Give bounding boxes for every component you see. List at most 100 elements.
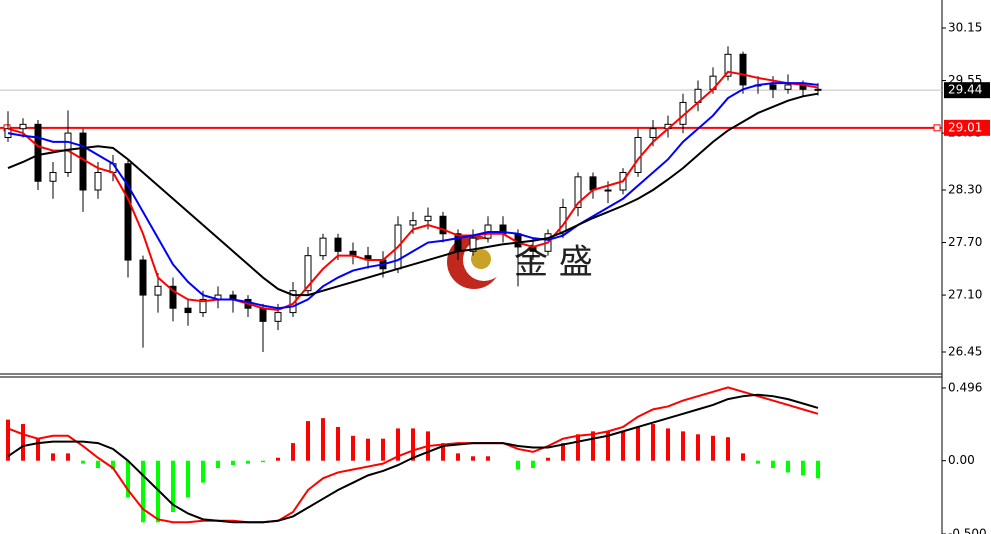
candle-body [259,307,267,322]
candle [319,233,327,261]
histogram-bar [576,434,580,461]
candle-body [784,84,792,90]
histogram-bar [546,457,550,461]
histogram-bar [21,424,25,461]
y-tick-label: 27.10 [948,288,982,302]
candle-body [304,255,312,292]
candle-body [334,237,342,252]
histogram-bar [741,453,745,461]
histogram-bar [681,431,685,461]
candle-body [94,171,102,191]
histogram-bar [351,435,355,461]
histogram-bar [786,460,790,473]
histogram-bar [756,460,760,464]
y-tick-label: -0.500 [948,527,987,534]
histogram-bar [126,460,130,498]
candle-body [319,237,327,257]
histogram-bar [111,460,115,470]
candle [724,46,732,81]
y-tick-label: 30.15 [948,21,982,35]
level-label: 29.01 [948,120,982,134]
candle-body [574,176,582,209]
y-tick-label: 26.45 [948,344,982,358]
indicator-line [7,92,819,297]
candle-body [49,171,57,182]
histogram-bar [81,460,85,464]
candle [169,277,177,322]
histogram-bar [306,421,310,461]
histogram-bar [366,438,370,461]
candle [739,51,747,94]
histogram-bar [591,431,595,461]
histogram-bar [621,431,625,461]
histogram-bar [471,456,475,461]
histogram-bar [771,460,775,469]
histogram-bar [651,424,655,461]
histogram-bar [516,460,520,470]
candle-body [424,215,432,222]
candle-body [604,189,612,192]
indicator-line [7,393,819,524]
histogram-bar [801,460,805,476]
histogram-bar [96,460,100,469]
histogram-bar [411,428,415,461]
histogram-bar [711,435,715,461]
candle [469,229,477,256]
y-tick-label: 0.00 [948,453,975,467]
candle [154,273,162,313]
candle [439,211,447,243]
histogram-bar [171,460,175,513]
histogram-bar [186,460,190,498]
histogram-bar [246,460,250,464]
level-label-box [944,119,990,136]
candle-body [169,285,177,309]
histogram-bar [291,443,295,461]
candle [574,172,582,217]
histogram-bar [666,428,670,461]
candle-body [34,123,42,182]
histogram-bar [216,460,220,469]
histogram-bar [441,443,445,461]
price-label-box [944,82,990,99]
indicator-line [7,82,819,310]
candle-body [814,88,822,91]
candle [139,255,147,348]
indicator-line [7,70,819,311]
candle-body [649,128,657,138]
histogram-bar [561,443,565,461]
indicator-line [7,386,819,524]
histogram-bar [36,438,40,461]
candle [184,299,192,326]
histogram-bar [6,419,10,461]
histogram-bar [201,460,205,483]
histogram-bar [696,434,700,461]
histogram-bar [66,453,70,461]
candle-body [184,307,192,314]
candle [814,83,822,96]
histogram-bar [231,460,235,466]
candle-body [19,123,27,130]
histogram-bar [726,437,730,461]
candle-body [589,176,597,191]
histogram-bar [261,460,265,463]
candle-body [439,215,447,235]
histogram-bar [531,460,535,469]
candle-body [739,53,747,86]
histogram-bar [276,457,280,461]
candle-body [139,259,147,296]
candle-body [199,298,207,314]
histogram-bar [606,431,610,461]
histogram-bar [486,456,490,461]
watermark: 金 盛 [514,243,593,283]
histogram-bar [336,426,340,461]
histogram-bar [321,418,325,461]
candle-body [724,53,732,77]
y-tick-label: 0.496 [948,380,982,394]
y-tick-label: 27.70 [948,235,982,249]
histogram-bar [816,460,820,479]
level-marker [933,124,941,132]
candle-body [409,220,417,226]
candle [124,159,132,278]
